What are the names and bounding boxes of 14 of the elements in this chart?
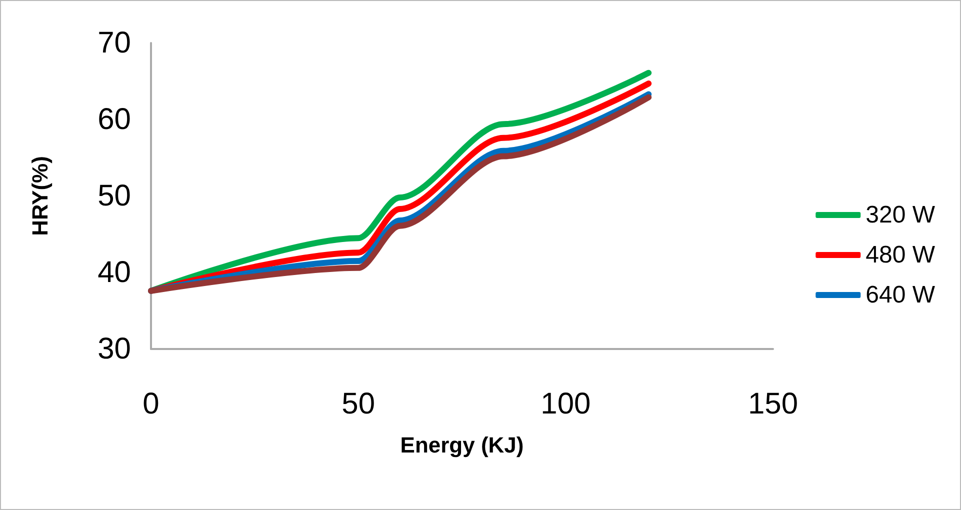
- y-tick-label: 70: [98, 26, 131, 60]
- y-tick-label: 40: [98, 256, 131, 289]
- x-tick-label: 100: [540, 388, 591, 420]
- legend-label: 480 W: [866, 242, 936, 268]
- y-tick-label: 50: [98, 180, 131, 212]
- legend-label: 320 W: [866, 202, 936, 228]
- x-tick-label: 150: [748, 388, 798, 420]
- x-tick-label: 50: [342, 388, 376, 420]
- y-tick-label: 60: [98, 103, 131, 136]
- x-tick-label: 0: [142, 388, 160, 420]
- legend-label: 640 W: [866, 282, 936, 308]
- x-axis-title: Energy (KJ): [400, 432, 524, 458]
- y-axis-title: HRY(%): [28, 156, 52, 236]
- y-tick-label: 30: [98, 332, 131, 366]
